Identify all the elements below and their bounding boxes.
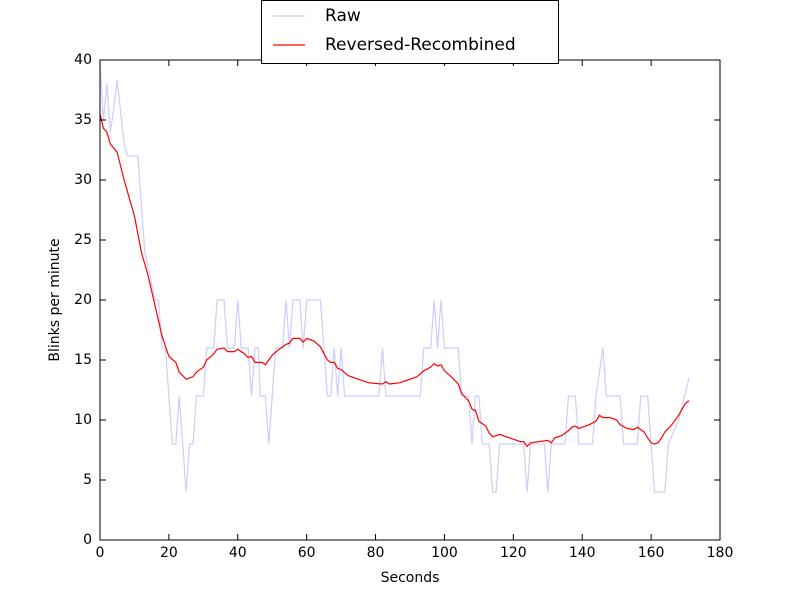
y-tick-label: 20 [74, 292, 92, 308]
legend-box [261, 0, 559, 64]
x-tick-label: 80 [367, 545, 385, 561]
x-tick-label: 160 [638, 545, 665, 561]
y-tick-label: 35 [74, 112, 92, 128]
x-tick-label: 120 [500, 545, 527, 561]
y-tick-label: 0 [83, 532, 92, 548]
y-tick-label: 40 [74, 52, 92, 68]
x-tick-label: 20 [160, 545, 178, 561]
legend-label: Reversed-Recombined [325, 35, 516, 55]
y-tick-label: 30 [74, 172, 92, 188]
x-tick-label: 100 [431, 545, 458, 561]
legend-label: Raw [325, 6, 361, 26]
y-tick-label: 25 [74, 232, 92, 248]
y-tick-label: 5 [83, 472, 92, 488]
data-line [99, 113, 690, 448]
x-tick-label: 140 [569, 545, 596, 561]
y-tick-label: 10 [74, 412, 92, 428]
y-tick-label: 15 [74, 352, 92, 368]
x-tick-label: 60 [298, 545, 316, 561]
x-tick-label: 180 [707, 545, 734, 561]
y-axis-label: Blinks per minute [47, 238, 63, 361]
plot-frame [99, 59, 721, 541]
x-axis-label: Seconds [381, 570, 440, 586]
legend: Raw Reversed-Recombined [261, 0, 559, 64]
x-tick-label: 0 [96, 545, 105, 561]
data-line [99, 59, 690, 493]
x-tick-label: 40 [229, 545, 247, 561]
